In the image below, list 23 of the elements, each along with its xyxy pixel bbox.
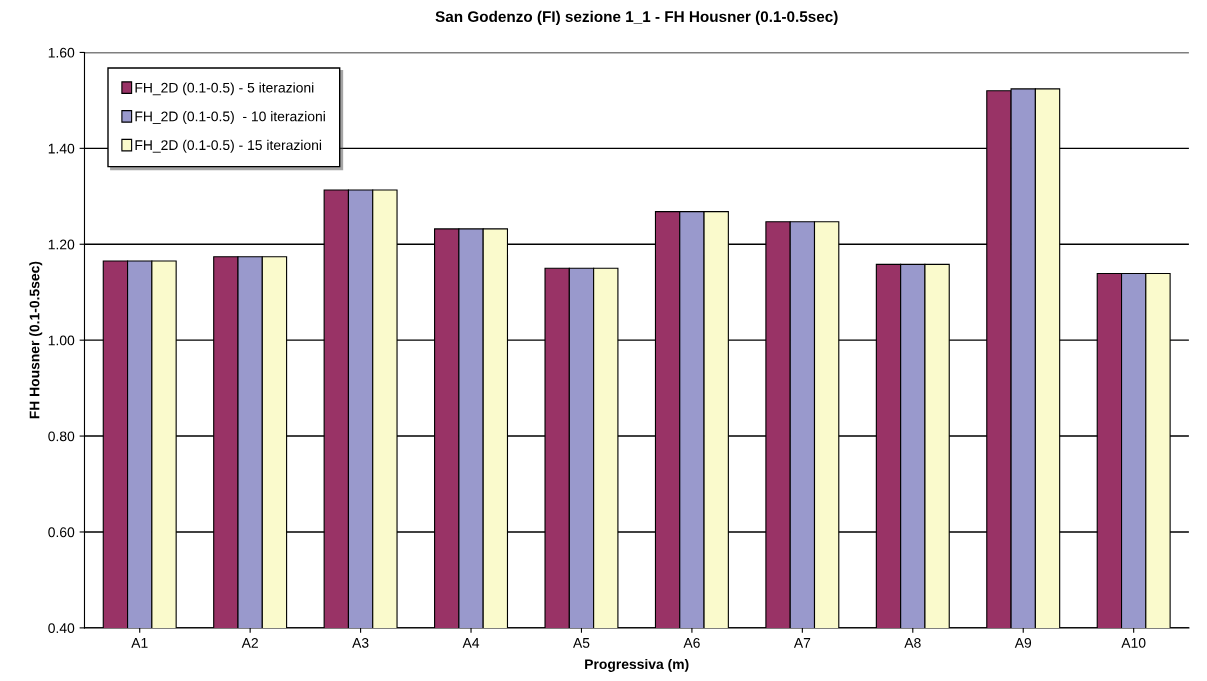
legend-label: FH_2D (0.1-0.5) - 10 iterazioni	[135, 111, 325, 125]
x-tick-label: A9	[1014, 637, 1032, 648]
chart-title: San Godenzo (FI) sezione 1_1 - FH Housner (0.1-0.5sec)	[435, 10, 838, 26]
x-axis-title: Progressiva (m)	[585, 658, 689, 672]
x-tick-label: A6	[683, 637, 700, 648]
y-axis-title: FH Housner (0.1-0.5sec)	[29, 261, 43, 419]
x-tick-label: A7	[793, 638, 811, 648]
x-tick-label: A5	[573, 638, 590, 648]
y-tick-label: 1.00	[48, 335, 75, 346]
y-tick-label: 0.80	[48, 431, 75, 442]
x-tick-label: A3	[352, 637, 369, 648]
y-tick-label: 0.60	[48, 527, 75, 538]
y-tick-label: 1.20	[48, 239, 75, 250]
x-tick-label: A10	[1121, 637, 1146, 648]
x-tick-label: A4	[462, 638, 480, 648]
y-tick-label: 1.40	[48, 143, 75, 154]
x-tick-label: A2	[241, 637, 258, 648]
x-tick-label: A1	[131, 638, 148, 648]
x-tick-label: A8	[904, 637, 921, 648]
legend-label: FH_2D (0.1-0.5) - 5 iterazioni	[135, 82, 314, 96]
y-tick-label: 1.60	[48, 47, 75, 58]
legend-label: FH_2D (0.1-0.5) - 15 iterazioni	[135, 139, 322, 153]
y-tick-label: 0.40	[48, 623, 75, 634]
